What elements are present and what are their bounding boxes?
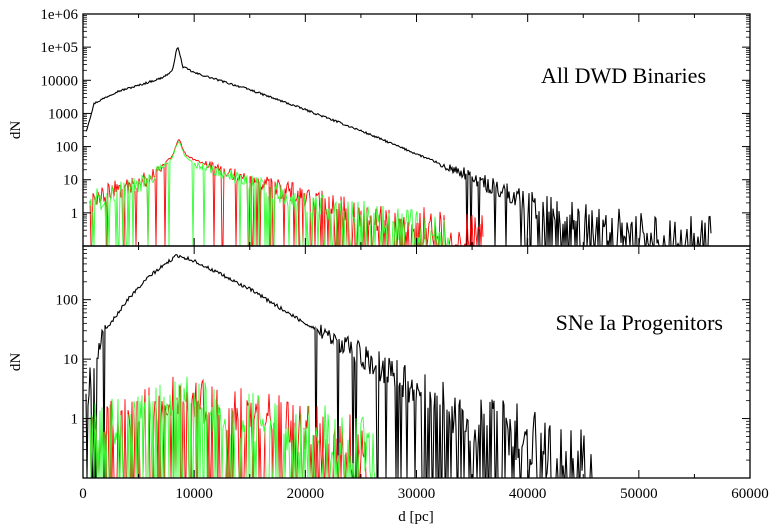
bottom-annotation: SNe Ia Progenitors xyxy=(556,310,723,335)
top-data-layer xyxy=(85,46,712,248)
bottom-ticks: 1 10 100 0 10000 20000 30000 40000 50000 60000 xyxy=(56,246,769,502)
top-ytick-label: 1e+06 xyxy=(40,7,78,23)
x-axis-label: d [pc] xyxy=(398,509,433,525)
top-ytick-label: 1e+05 xyxy=(40,40,78,56)
top-annotation: All DWD Binaries xyxy=(541,63,706,88)
top-ytick-label: 1 xyxy=(71,206,79,222)
bottom-xtick-label: 50000 xyxy=(620,486,658,502)
bottom-series-black-line xyxy=(85,254,594,479)
top-ytick-label: 1000 xyxy=(48,106,78,122)
panel-top: 1 10 100 1000 10000 1e+05 1e+06 dN All DWD Bin… xyxy=(8,7,751,248)
panel-bottom: 1 10 100 0 10000 20000 30000 40000 50000 60000 dN… xyxy=(8,245,769,502)
bottom-y-axis-label: dN xyxy=(8,353,24,372)
bottom-xtick-label: 40000 xyxy=(509,486,547,502)
bottom-xtick-label: 60000 xyxy=(731,486,769,502)
bottom-data-layer xyxy=(85,254,594,479)
bottom-xtick-label: 20000 xyxy=(287,486,325,502)
top-ytick-label: 10 xyxy=(63,173,78,189)
top-y-axis-label: dN xyxy=(8,121,24,140)
bottom-ytick-label: 100 xyxy=(56,293,79,309)
top-series-green-line xyxy=(89,140,450,248)
top-series-black-line xyxy=(85,46,712,247)
top-ytick-label: 10000 xyxy=(41,73,79,89)
bottom-xtick-label: 10000 xyxy=(175,486,213,502)
bottom-ytick-label: 1 xyxy=(71,412,79,428)
bottom-xtick-label: 30000 xyxy=(398,486,436,502)
bottom-xtick-label: 0 xyxy=(79,486,87,502)
top-ticks: 1 10 100 1000 10000 1e+05 1e+06 xyxy=(40,7,751,246)
bottom-series-green-line xyxy=(89,376,377,479)
top-ytick-label: 100 xyxy=(56,140,79,156)
bottom-ytick-label: 10 xyxy=(63,352,78,368)
top-plot-frame xyxy=(82,13,751,247)
